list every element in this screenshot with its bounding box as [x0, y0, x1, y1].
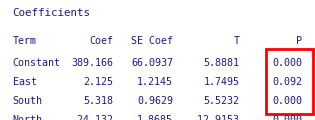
Text: 2.125: 2.125	[83, 77, 113, 87]
Text: Constant: Constant	[13, 58, 60, 68]
Text: SE Coef: SE Coef	[131, 36, 173, 46]
Text: 0.000: 0.000	[272, 115, 302, 120]
Text: 5.8881: 5.8881	[203, 58, 239, 68]
Text: -24.132: -24.132	[72, 115, 113, 120]
Text: T: T	[233, 36, 239, 46]
Text: 389.166: 389.166	[72, 58, 113, 68]
Text: 5.318: 5.318	[83, 96, 113, 106]
Text: -12.9153: -12.9153	[192, 115, 239, 120]
Text: P: P	[296, 36, 302, 46]
Text: 0.092: 0.092	[272, 77, 302, 87]
Text: Term: Term	[13, 36, 37, 46]
Text: Coef: Coef	[89, 36, 113, 46]
Text: 5.5232: 5.5232	[203, 96, 239, 106]
Text: 0.9629: 0.9629	[137, 96, 173, 106]
Text: 1.2145: 1.2145	[137, 77, 173, 87]
Text: 1.8685: 1.8685	[137, 115, 173, 120]
Text: South: South	[13, 96, 43, 106]
Text: East: East	[13, 77, 37, 87]
Bar	[266, 49, 313, 114]
Text: 1.7495: 1.7495	[203, 77, 239, 87]
Text: 66.0937: 66.0937	[131, 58, 173, 68]
Text: 0.000: 0.000	[272, 58, 302, 68]
Text: North: North	[13, 115, 43, 120]
Text: Coefficients: Coefficients	[13, 8, 91, 18]
Text: 0.000: 0.000	[272, 96, 302, 106]
